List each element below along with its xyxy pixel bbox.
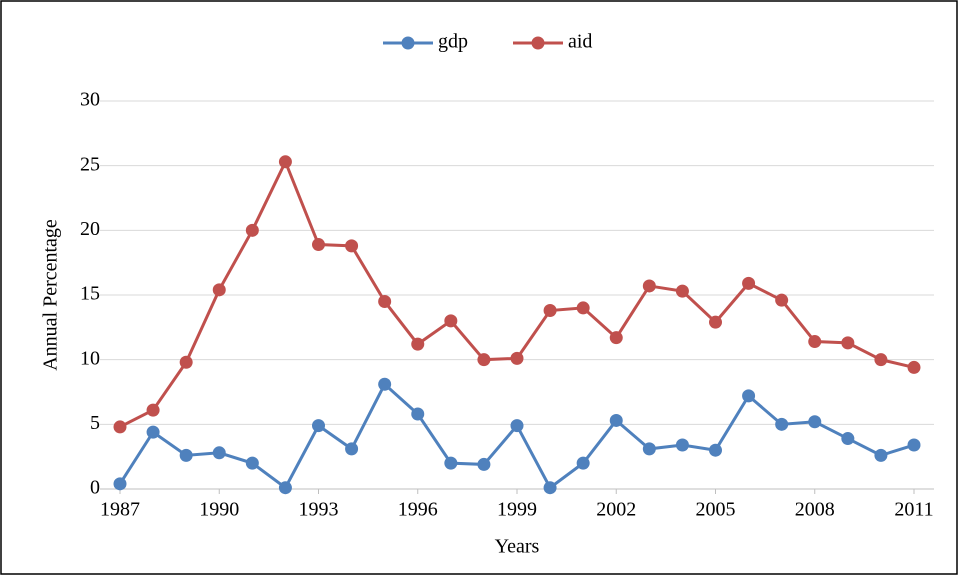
- marker: [411, 407, 425, 421]
- marker: [278, 481, 292, 495]
- legend-label: gdp: [438, 31, 468, 53]
- marker: [477, 353, 491, 367]
- marker: [709, 315, 722, 329]
- marker: [179, 355, 193, 369]
- y-tick-label: 15: [80, 283, 100, 305]
- legend-marker: [531, 36, 545, 50]
- marker: [775, 293, 789, 307]
- y-axis-label: Annual Percentage: [40, 219, 62, 371]
- marker: [146, 425, 160, 439]
- x-tick-label: 1996: [398, 499, 438, 521]
- marker: [576, 301, 590, 315]
- y-tick-label: 10: [80, 347, 100, 369]
- marker: [212, 446, 226, 460]
- marker: [245, 223, 259, 237]
- marker: [609, 413, 623, 427]
- marker: [411, 337, 425, 351]
- y-tick-label: 30: [80, 89, 100, 111]
- x-tick-label: 1993: [299, 499, 339, 521]
- marker: [874, 448, 888, 462]
- marker: [841, 336, 855, 350]
- marker: [444, 456, 458, 470]
- x-axis-label: Years: [495, 536, 540, 558]
- marker: [742, 276, 756, 290]
- marker: [874, 353, 888, 367]
- marker: [775, 417, 789, 431]
- marker: [444, 314, 458, 328]
- legend-marker: [401, 36, 415, 50]
- x-tick-label: 2005: [696, 499, 736, 521]
- marker: [378, 294, 392, 308]
- marker: [113, 420, 127, 434]
- marker: [113, 477, 127, 491]
- marker: [345, 239, 359, 253]
- marker: [675, 284, 689, 298]
- marker: [312, 238, 325, 252]
- marker: [841, 432, 855, 446]
- marker: [477, 457, 491, 471]
- marker: [709, 443, 722, 457]
- marker: [642, 442, 656, 456]
- y-tick-label: 20: [80, 218, 100, 240]
- marker: [179, 448, 193, 462]
- y-tick-label: 25: [80, 153, 100, 175]
- marker: [543, 481, 557, 495]
- marker: [907, 438, 921, 452]
- marker: [675, 438, 689, 452]
- marker: [510, 351, 524, 365]
- marker: [312, 419, 325, 433]
- marker: [642, 279, 656, 293]
- marker: [907, 360, 921, 374]
- x-tick-label: 1999: [497, 499, 537, 521]
- marker: [576, 456, 590, 470]
- y-tick-label: 5: [90, 412, 100, 434]
- marker: [808, 415, 822, 429]
- marker: [245, 456, 259, 470]
- x-tick-label: 2002: [596, 499, 636, 521]
- marker: [345, 442, 359, 456]
- marker: [742, 389, 756, 403]
- y-tick-label: 0: [90, 477, 100, 499]
- marker: [609, 331, 623, 345]
- marker: [146, 403, 160, 417]
- marker: [808, 335, 822, 349]
- legend-label: aid: [568, 31, 592, 53]
- x-tick-label: 2011: [894, 499, 933, 521]
- x-tick-label: 1990: [199, 499, 239, 521]
- x-tick-label: 1987: [100, 499, 140, 521]
- marker: [378, 377, 392, 391]
- marker: [278, 155, 292, 169]
- x-tick-label: 2008: [795, 499, 835, 521]
- marker: [543, 304, 557, 318]
- marker: [510, 419, 524, 433]
- marker: [212, 283, 226, 297]
